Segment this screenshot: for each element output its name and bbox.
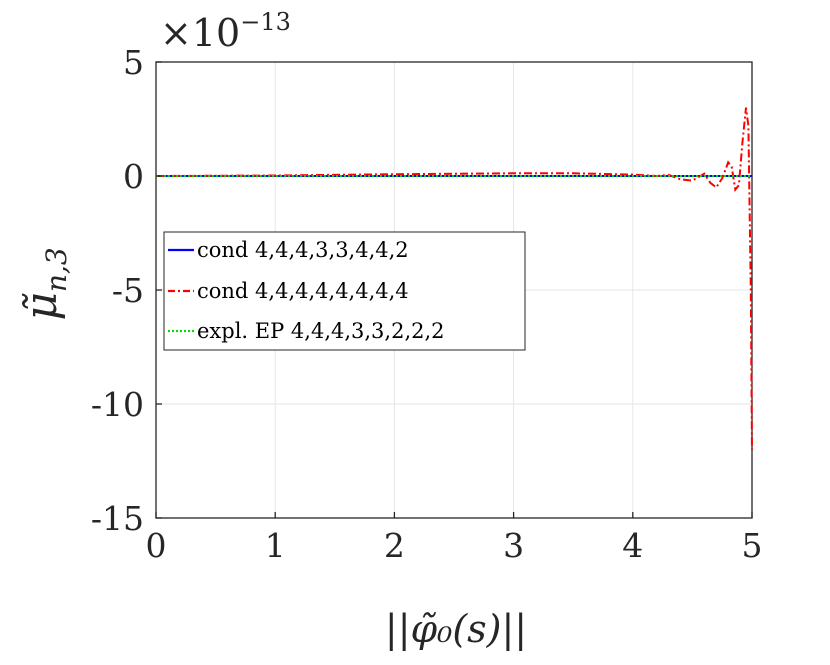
legend-label: cond 4,4,4,4,4,4,4,4 [197, 279, 409, 303]
y-tick-label: -15 [91, 499, 144, 538]
legend-box [163, 231, 526, 351]
y-tick-label: 5 [123, 43, 144, 82]
y-ticks: 5 0 -5 -10 -15 [91, 43, 162, 538]
legend-item-cond-4-4-4-3-3-4-4-2: cond 4,4,4,3,3,4,4,2 [168, 238, 409, 262]
x-axis-label: ||φ̃₀(s)|| [385, 607, 527, 651]
legend-item-cond-4-4-4-4-4-4-4-4: cond 4,4,4,4,4,4,4,4 [168, 279, 409, 303]
x-tick-label: 4 [622, 526, 643, 565]
y-tick-label: -10 [91, 385, 144, 424]
legend-label: expl. EP 4,4,4,3,3,2,2,2 [197, 319, 445, 343]
y-tick-label: 0 [123, 157, 144, 196]
x-ticks: 0 1 2 3 4 5 [146, 512, 763, 565]
legend-label: cond 4,4,4,3,3,4,4,2 [197, 238, 409, 262]
x-tick-label: 5 [742, 526, 763, 565]
x-tick-label: 3 [503, 526, 524, 565]
x-tick-label: 2 [384, 526, 405, 565]
series-layer [155, 107, 753, 450]
svg-text:μ̃n,3: μ̃n,3 [16, 247, 73, 320]
y-axis-label: μ̃n,3 [16, 247, 73, 320]
legend: cond 4,4,4,3,3,4,4,2 cond 4,4,4,4,4,4,4,… [163, 231, 526, 351]
x-tick-label: 0 [146, 526, 167, 565]
y-tick-label: -5 [112, 271, 144, 310]
legend-item-expl-ep: expl. EP 4,4,4,3,3,2,2,2 [168, 319, 445, 343]
y-exponent-label: ×10−13 [160, 8, 291, 55]
series-line-1 [155, 107, 753, 450]
x-tick-label: 1 [265, 526, 286, 565]
